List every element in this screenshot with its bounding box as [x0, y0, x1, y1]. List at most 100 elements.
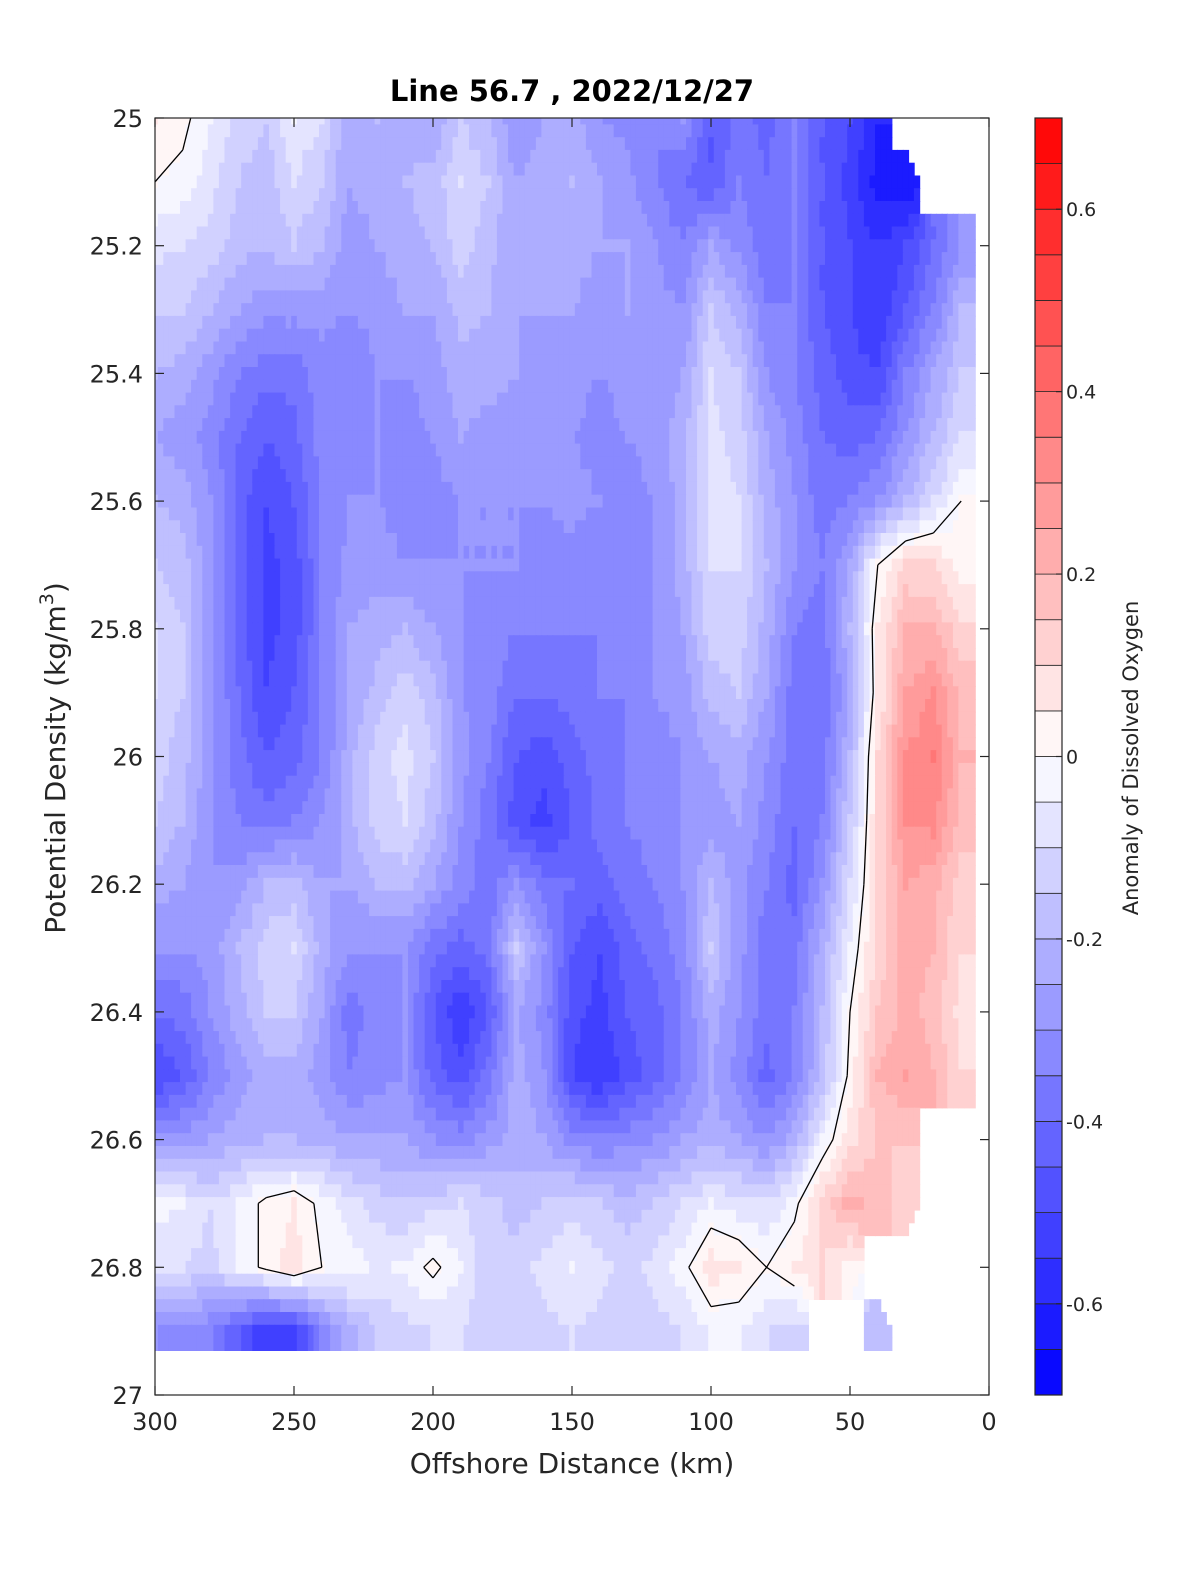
heatmap-cell — [147, 495, 153, 509]
heatmap-cell — [964, 379, 971, 394]
heatmap-cell — [280, 481, 287, 496]
heatmap-cell — [619, 201, 626, 215]
heatmap-cell — [291, 149, 298, 164]
heatmap-cell — [624, 443, 632, 458]
heatmap-cell — [474, 315, 481, 330]
heatmap-cell — [491, 162, 498, 177]
heatmap-cell — [302, 201, 309, 215]
heatmap-cell — [302, 341, 309, 355]
heatmap-cell — [763, 418, 771, 432]
heatmap-cell — [435, 137, 443, 151]
heatmap-cell — [574, 149, 582, 164]
heatmap-cell — [608, 456, 615, 470]
heatmap-cell — [491, 277, 498, 292]
heatmap-cell — [841, 379, 848, 394]
heatmap-cell — [552, 213, 559, 228]
heatmap-cell — [363, 405, 370, 419]
heatmap-cell — [319, 162, 326, 177]
heatmap-cell — [218, 392, 226, 407]
heatmap-cell — [147, 508, 153, 522]
heatmap-cell — [435, 430, 443, 445]
heatmap-cell — [496, 226, 504, 240]
heatmap-cell — [502, 494, 509, 509]
heatmap-cell — [619, 277, 626, 292]
heatmap-cell — [280, 162, 287, 177]
heatmap-cell — [630, 175, 637, 189]
heatmap-cell — [230, 137, 237, 151]
heatmap-cell — [674, 149, 682, 164]
heatmap-cell — [941, 379, 948, 394]
heatmap-cell — [886, 99, 892, 113]
heatmap-cell — [563, 507, 570, 521]
heatmap-cell — [730, 481, 737, 496]
heatmap-cell — [730, 367, 737, 381]
heatmap-cell — [774, 354, 782, 368]
heatmap-cell — [141, 303, 147, 317]
heatmap-cell — [919, 213, 926, 228]
heatmap-cell — [608, 507, 615, 521]
heatmap-cell — [458, 124, 465, 138]
heatmap-cell — [969, 264, 976, 279]
heatmap-cell — [241, 149, 248, 164]
heatmap-cell — [274, 315, 281, 330]
heatmap-cell — [880, 213, 887, 228]
heatmap-cell — [797, 239, 804, 253]
heatmap-cell — [891, 303, 898, 317]
heatmap-cell — [563, 405, 570, 419]
heatmap-cell — [902, 392, 910, 407]
heatmap-cell — [886, 354, 893, 368]
heatmap-cell — [902, 213, 910, 228]
heatmap-cell — [324, 264, 331, 279]
heatmap-cell — [191, 226, 198, 240]
heatmap-cell — [363, 252, 370, 266]
heatmap-cell — [213, 149, 220, 164]
heatmap-cell — [319, 99, 325, 113]
heatmap-cell — [163, 494, 170, 509]
heatmap-cell — [185, 520, 192, 534]
heatmap-cell — [441, 469, 448, 483]
heatmap-cell — [535, 379, 543, 394]
heatmap-cell — [435, 239, 443, 253]
heatmap-cell — [708, 367, 715, 381]
heatmap-cell — [891, 290, 898, 304]
heatmap-cell — [825, 469, 832, 483]
heatmap-cell — [280, 252, 287, 266]
heatmap-cell — [202, 303, 209, 317]
heatmap-cell — [469, 175, 476, 189]
heatmap-cell — [802, 469, 809, 483]
heatmap-cell — [674, 481, 682, 496]
heatmap-cell — [168, 443, 176, 458]
heatmap-cell — [402, 520, 409, 534]
heatmap-cell — [430, 226, 437, 240]
heatmap-cell — [869, 188, 876, 202]
heatmap-cell — [608, 328, 615, 343]
heatmap-cell — [758, 239, 765, 253]
heatmap-cell — [246, 430, 253, 445]
heatmap-cell — [825, 264, 832, 279]
heatmap-cell — [886, 315, 893, 330]
heatmap-cell — [513, 315, 520, 330]
heatmap-cell — [563, 252, 570, 266]
heatmap-cell — [452, 481, 459, 496]
heatmap-cell — [858, 239, 865, 253]
heatmap-cell — [930, 226, 937, 240]
heatmap-cell — [825, 252, 832, 266]
heatmap-cell — [574, 162, 582, 177]
heatmap-cell — [781, 99, 787, 113]
heatmap-cell — [524, 507, 531, 521]
heatmap-cell — [274, 481, 281, 496]
heatmap-cell — [313, 494, 320, 509]
heatmap-cell — [786, 118, 793, 126]
heatmap-cell — [880, 188, 887, 202]
heatmap-cell — [641, 303, 648, 317]
heatmap-cell — [941, 290, 948, 304]
heatmap-cell — [697, 188, 704, 202]
heatmap-cell — [830, 315, 837, 330]
heatmap-cell — [269, 175, 276, 189]
heatmap-cell — [853, 99, 859, 113]
heatmap-cell — [357, 175, 365, 189]
heatmap-cell — [713, 124, 721, 138]
heatmap-cell — [491, 201, 498, 215]
heatmap-cell — [841, 354, 848, 368]
heatmap-cell — [213, 354, 220, 368]
